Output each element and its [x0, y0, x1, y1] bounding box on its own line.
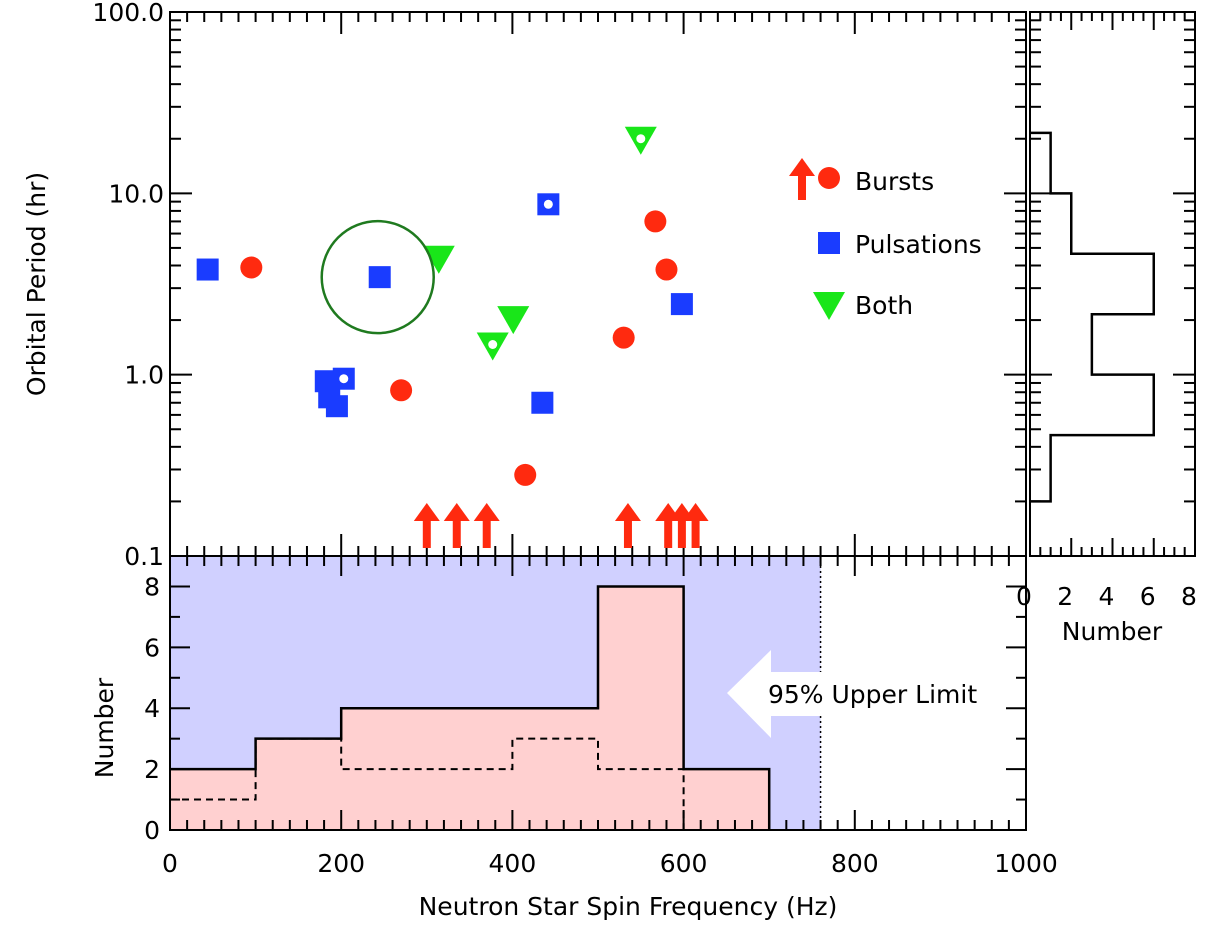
- bottom-y-tick-label: 0: [144, 816, 160, 845]
- pulsation-marker-hole: [543, 199, 553, 209]
- bottom-x-tick-label: 400: [489, 849, 537, 878]
- burst-arrow-marker: [682, 503, 709, 548]
- arrow-head: [614, 503, 641, 521]
- right-x-tick-label: 0: [1016, 582, 1032, 611]
- legend-burst-marker: [818, 167, 840, 189]
- burst-marker: [612, 326, 635, 349]
- arrow-shaft: [798, 174, 806, 200]
- y-tick-label: 10.0: [108, 179, 164, 208]
- burst-marker: [514, 463, 537, 486]
- y-tick-label: 0.1: [124, 542, 164, 571]
- pulsation-marker: [670, 293, 693, 316]
- arrow-head: [443, 503, 470, 521]
- burst-marker: [240, 256, 263, 279]
- burst-marker: [655, 258, 678, 281]
- arrow-shaft: [482, 519, 491, 548]
- pulsation-marker: [368, 266, 391, 289]
- legend-both-marker: [813, 292, 845, 320]
- y-tick-label: 100.0: [92, 0, 164, 27]
- legend-label: Both: [855, 291, 913, 320]
- legend-label: Bursts: [855, 167, 934, 196]
- both-marker: [497, 306, 530, 335]
- y-tick-label: 1.0: [124, 361, 164, 390]
- arrow-shaft: [452, 519, 461, 548]
- burst-marker: [644, 210, 667, 233]
- arrow-shaft: [422, 519, 431, 548]
- upper-limit-arrow: [727, 650, 1026, 738]
- burst-arrow-marker: [473, 503, 500, 548]
- right-x-tick-label: 2: [1057, 582, 1073, 611]
- bottom-panel-fills: [170, 556, 821, 830]
- bottom-panel: 95% Upper Limit 0 2 4 6 8 0 200 400 600 800 1000 Neu…: [90, 555, 1058, 921]
- arrow-head: [473, 503, 500, 521]
- burst-arrow-marker: [443, 503, 470, 548]
- right-x-tick-label: 6: [1140, 582, 1156, 611]
- both-marker-hole: [488, 339, 498, 349]
- pulsation-marker: [196, 258, 219, 281]
- both-marker-hole: [636, 134, 646, 144]
- bottom-x-tick-label: 0: [162, 849, 178, 878]
- arrow-shaft: [677, 519, 686, 548]
- bottom-y-tick-label: 2: [144, 755, 160, 784]
- bottom-x-tick-label: 800: [831, 849, 879, 878]
- bottom-y-tick-label: 8: [144, 572, 160, 601]
- arrow-head: [682, 503, 709, 521]
- right-x-tick-label: 8: [1181, 582, 1197, 611]
- pulsation-marker: [325, 395, 348, 418]
- legend: Bursts Pulsations Both: [789, 158, 982, 320]
- burst-marker: [390, 379, 413, 402]
- pulsation-marker: [531, 391, 554, 414]
- legend-arrow-marker: [789, 158, 815, 200]
- bottom-x-tick-label: 600: [660, 849, 708, 878]
- upper-limit-label: 95% Upper Limit: [768, 680, 977, 709]
- right-histogram: [1030, 131, 1155, 503]
- highlight-circle: [320, 219, 435, 335]
- both-marker: [422, 245, 455, 274]
- histogram-solid-all: [170, 585, 771, 830]
- main-panel: 0.1 1.0 10.0 100.0 Orbital Period (hr): [22, 0, 1027, 571]
- x-axis-label: Neutron Star Spin Frequency (Hz): [419, 892, 838, 921]
- bottom-y-tick-label: 6: [144, 633, 160, 662]
- bottom-x-tick-label: 1000: [994, 849, 1058, 878]
- right-panel: 0 2 4 6 8 Number: [1016, 11, 1197, 646]
- arrow-shaft: [623, 519, 632, 548]
- arrow-head: [789, 158, 815, 176]
- arrow-shaft: [691, 519, 700, 548]
- bottom-x-tick-label: 200: [317, 849, 365, 878]
- legend-label: Pulsations: [855, 230, 982, 259]
- bottom-y-tick-label: 4: [144, 694, 160, 723]
- arrow-head: [413, 503, 440, 521]
- right-x-tick-label: 4: [1099, 582, 1115, 611]
- arrow-shaft: [664, 519, 673, 548]
- bottom-y-axis-label: Number: [90, 677, 119, 778]
- burst-arrow-marker: [413, 503, 440, 548]
- pulsation-marker-hole: [339, 374, 349, 384]
- burst-arrow-marker: [614, 503, 641, 548]
- legend-pulsation-marker: [818, 232, 840, 254]
- y-axis-label: Orbital Period (hr): [22, 172, 51, 396]
- right-x-axis-label: Number: [1062, 617, 1163, 646]
